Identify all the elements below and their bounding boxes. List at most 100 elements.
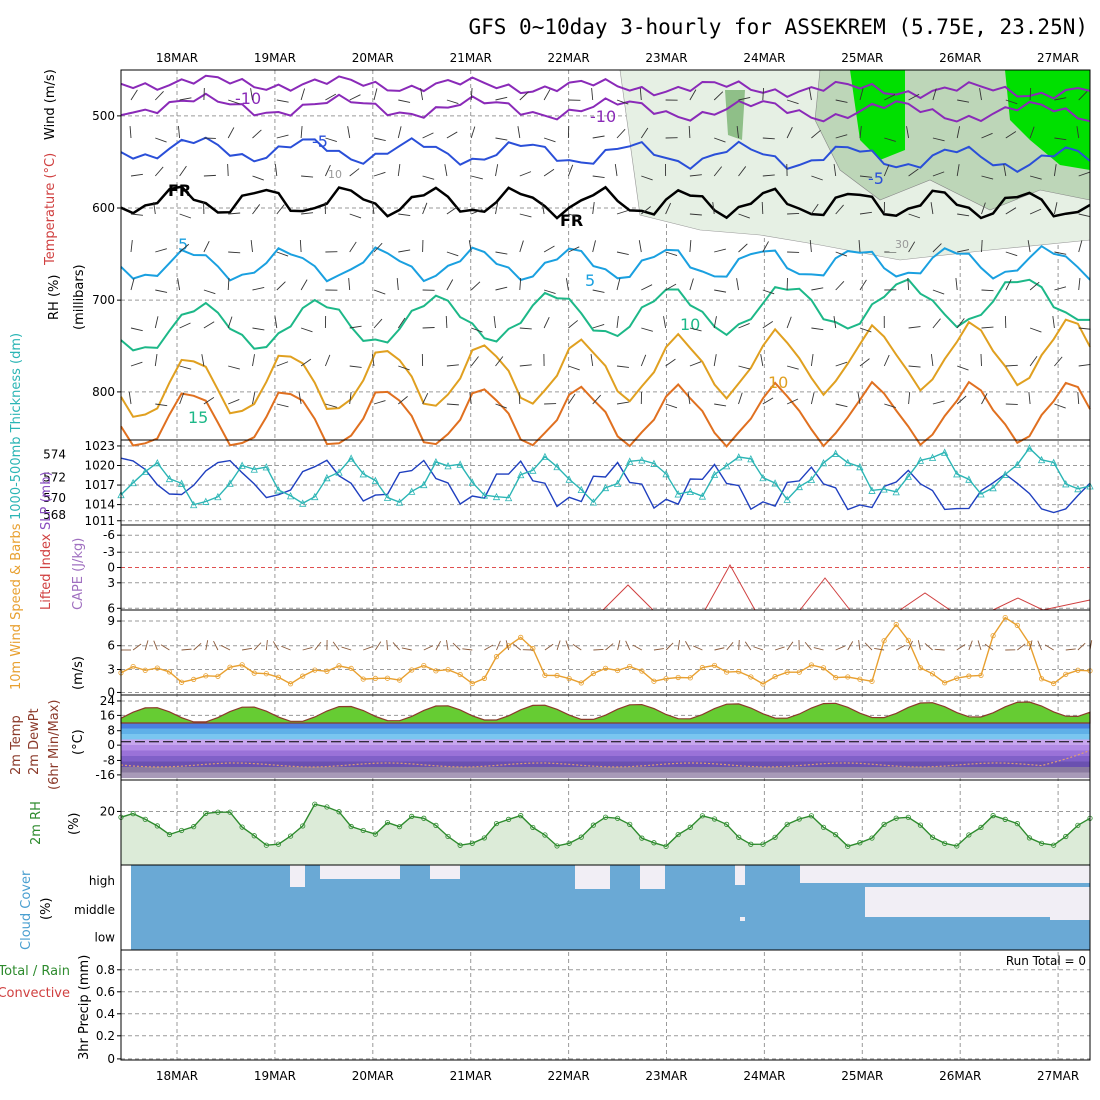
wind-barb: [1029, 327, 1042, 333]
wind-barb: [276, 99, 289, 103]
wind-barb: [835, 99, 848, 103]
wind-barb: [179, 97, 192, 101]
wind-barb: [155, 403, 168, 407]
wind-barb: [519, 364, 532, 367]
wind-barb: [1078, 327, 1091, 330]
wind-barb-10m: [677, 640, 681, 651]
date-label-top: 21MAR: [450, 51, 492, 65]
wind-barb: [859, 88, 864, 101]
wind-barb-10m: [956, 644, 966, 651]
y-tick-label: 16: [100, 708, 115, 722]
y-tick-label: 3: [107, 576, 115, 590]
wind-barb: [568, 213, 581, 218]
rh2m-line-marker: [590, 822, 596, 828]
y-tick-label: 1011: [84, 514, 115, 528]
wind-barb: [373, 171, 386, 177]
wind-barb: [203, 174, 216, 177]
thickness-line-marker: [153, 458, 161, 467]
wind-speed-line-marker: [287, 681, 294, 687]
wind-barb: [592, 289, 605, 293]
wind-barb: [616, 99, 629, 105]
rh2m-line-marker: [336, 809, 342, 815]
wind-barb: [884, 137, 896, 142]
wind-barb: [565, 278, 569, 291]
wind-barb: [738, 213, 750, 219]
wind-barb: [1029, 355, 1038, 367]
run-total: Run Total = 0: [1006, 954, 1086, 968]
wind-barb: [811, 203, 819, 215]
wind-barb: [1053, 202, 1058, 215]
rh-shading-mid: [725, 90, 745, 140]
wind-barb: [398, 365, 410, 371]
wind-barb: [689, 240, 692, 253]
date-label-top: 19MAR: [254, 51, 296, 65]
wind-barb: [811, 327, 824, 331]
y-tick-label: 3: [107, 663, 115, 677]
y-tick-label: 500: [92, 109, 115, 123]
wind-barb: [1029, 281, 1040, 291]
wind-barb: [518, 391, 521, 405]
wind-barb: [179, 322, 191, 329]
wind-barb: [495, 164, 499, 177]
wind-barb: [616, 251, 629, 256]
wind-barb: [592, 394, 602, 405]
contour-label: FR: [560, 211, 583, 230]
thickness-line-marker: [347, 454, 355, 462]
wind-speed-line-marker: [905, 637, 911, 643]
wind-barb: [252, 175, 264, 181]
wind-barb-10m: [253, 642, 262, 651]
wind-barb: [1029, 175, 1042, 180]
wind-barb: [300, 279, 308, 291]
wind-barb: [1005, 279, 1012, 291]
wind-barb-10m: [1044, 644, 1054, 651]
wind-barb: [154, 316, 159, 329]
cloud-gap: [640, 865, 665, 889]
wind-barb-10m: [496, 640, 501, 651]
wind-barb: [179, 213, 192, 219]
wind-barb: [738, 166, 747, 177]
wind-barb: [349, 365, 362, 368]
wind-barb: [1052, 316, 1055, 329]
wind-barb: [201, 354, 205, 367]
wind-barb: [592, 175, 605, 178]
wind-barb: [1078, 240, 1083, 253]
wind-barb: [762, 137, 775, 140]
wind-barb: [470, 356, 479, 367]
wind-barb: [397, 164, 401, 177]
precip-total-label: Total / Rain: [0, 964, 70, 979]
wind-barb: [616, 365, 629, 368]
rh-shading-high: [1005, 70, 1090, 170]
rh2m-label: 2m RH: [29, 801, 44, 845]
wind-speed-line-marker: [1051, 680, 1057, 687]
thickness-tick-label: 570: [43, 491, 66, 505]
y-tick-label: 0.8: [96, 963, 115, 977]
wind-barb: [1005, 131, 1017, 139]
wind-barb: [957, 213, 970, 217]
wind-barb: [1078, 213, 1091, 218]
wind-barb: [835, 280, 845, 291]
wind-barb-10m: [220, 645, 231, 651]
wind-barb: [130, 213, 143, 216]
wind-barb: [1003, 164, 1007, 177]
wind-barb: [981, 289, 994, 292]
wind-barb: [469, 392, 472, 405]
wind-speed-line-marker: [409, 667, 415, 673]
wind-barb-10m: [977, 640, 982, 651]
wind-barb: [639, 88, 642, 101]
wind-barb: [1078, 278, 1081, 291]
wind-barb: [689, 174, 702, 177]
wind-barb: [641, 175, 653, 181]
wind-barb: [300, 126, 303, 139]
wind-barb: [541, 202, 545, 215]
wind-barb-10m: [984, 643, 994, 651]
wind-barb-10m: [847, 641, 854, 651]
wind-barb: [568, 365, 580, 371]
wind-barb: [641, 206, 651, 215]
wind-speed-line-marker: [639, 668, 645, 674]
wind-barb-10m: [864, 642, 873, 651]
thickness-line-marker: [420, 480, 428, 489]
wind-barb: [786, 99, 799, 105]
wind-barb: [398, 396, 408, 405]
rh2m-line-marker: [578, 834, 584, 840]
contour-label: 5: [178, 235, 188, 254]
